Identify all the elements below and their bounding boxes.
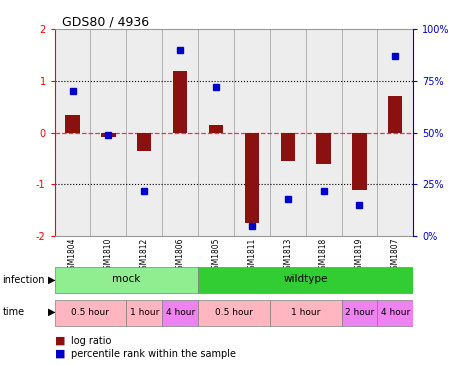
Bar [90,29,126,236]
Text: 0.5 hour: 0.5 hour [72,308,109,317]
Text: infection: infection [2,274,45,285]
Text: mock: mock [112,274,141,284]
Bar [55,29,90,236]
Bar [162,29,198,236]
Text: 4 hour: 4 hour [165,308,195,317]
Bar [270,29,306,236]
Bar [126,300,162,326]
Bar [55,267,198,293]
Text: time: time [2,307,25,317]
Bar [378,300,413,326]
Text: 0.5 hour: 0.5 hour [215,308,253,317]
Bar [306,29,342,236]
Bar [234,29,270,236]
Text: 1 hour: 1 hour [130,308,159,317]
Bar [173,71,187,133]
Text: 2 hour: 2 hour [345,308,374,317]
Bar [342,300,378,326]
Bar [281,133,295,161]
Bar [101,133,115,137]
Text: log ratio: log ratio [71,336,112,346]
Text: ▶: ▶ [48,274,55,285]
Bar [352,133,367,190]
Text: ■: ■ [55,349,65,359]
Bar [137,133,152,151]
Bar [377,29,413,236]
Bar [162,300,198,326]
Bar [245,133,259,223]
Text: percentile rank within the sample: percentile rank within the sample [71,349,236,359]
Bar [198,267,413,293]
Text: 4 hour: 4 hour [380,308,410,317]
Text: GDS80 / 4936: GDS80 / 4936 [62,15,149,28]
Text: 1 hour: 1 hour [291,308,320,317]
Bar [270,300,342,326]
Text: wildtype: wildtype [284,274,328,284]
Text: ▶: ▶ [48,307,55,317]
Bar [198,29,234,236]
Bar [66,115,80,133]
Text: ■: ■ [55,336,65,346]
Bar [388,97,402,133]
Bar [316,133,331,164]
Bar [198,300,270,326]
Bar [55,300,126,326]
Bar [126,29,162,236]
Bar [342,29,378,236]
Bar [209,125,223,133]
